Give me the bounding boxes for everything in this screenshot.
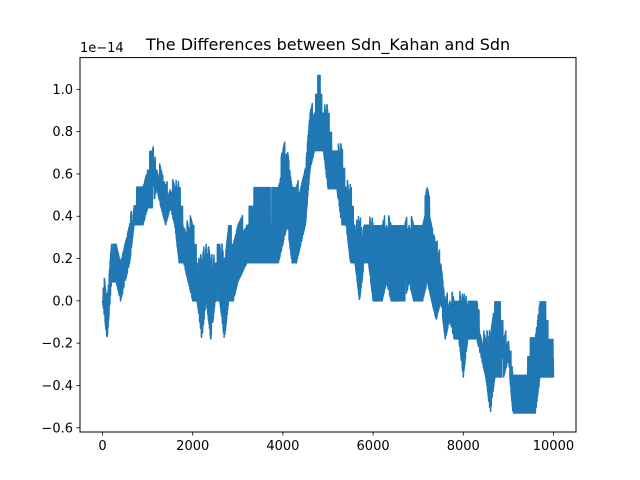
x-tick-label: 4000 xyxy=(266,439,299,454)
series-layer xyxy=(101,74,555,414)
y-tick-label: −0.6 xyxy=(41,421,73,436)
y-tick-label: 0.6 xyxy=(52,167,73,182)
chart-title: The Differences between Sdn_Kahan and Sd… xyxy=(145,35,510,55)
x-tick-label: 6000 xyxy=(357,439,390,454)
y-tick-label: 0.2 xyxy=(52,252,73,267)
x-tick-label: 10000 xyxy=(533,439,574,454)
x-tick-label: 2000 xyxy=(176,439,209,454)
x-tick-label: 0 xyxy=(98,439,106,454)
y-tick-label: −0.2 xyxy=(41,337,73,352)
y-tick-label: 1.0 xyxy=(52,83,73,98)
y-tick-label: −0.4 xyxy=(41,379,73,394)
series-line xyxy=(101,74,555,414)
y-tick-label: 0.0 xyxy=(52,294,73,309)
y-axis-offset-label: 1e−14 xyxy=(80,41,124,56)
x-tick-label: 8000 xyxy=(447,439,480,454)
y-tick-label: 0.4 xyxy=(52,210,73,225)
x-axis: 0 2000 4000 6000 8000 10000 xyxy=(98,432,574,454)
y-tick-label: 0.8 xyxy=(52,125,73,140)
y-axis: −0.6 −0.4 −0.2 0.0 0.2 0.4 0.6 0.8 1.0 xyxy=(41,83,80,436)
plot-frame xyxy=(79,57,577,433)
